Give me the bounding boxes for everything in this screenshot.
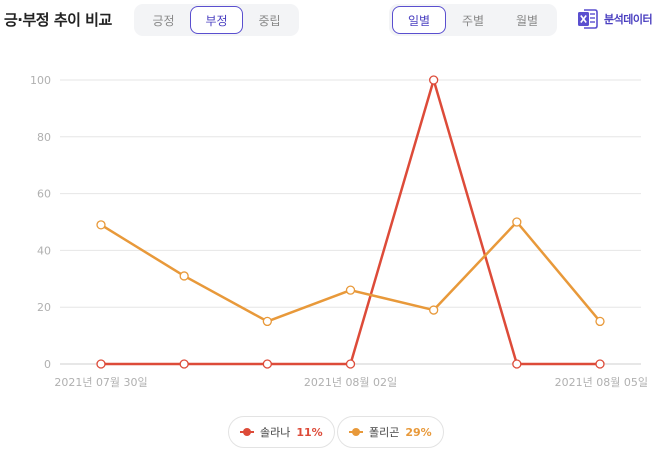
legend-label: 솔라나 <box>260 426 291 439</box>
tab-weekly[interactable]: 주별 <box>461 13 485 28</box>
data-point <box>179 271 189 281</box>
data-point <box>96 220 106 230</box>
data-point <box>345 359 356 369</box>
tab-daily[interactable]: 일별 <box>392 6 446 34</box>
y-tick-label: 20 <box>37 301 51 314</box>
analysis-data-button[interactable]: 분석데이터 <box>577 8 653 30</box>
analysis-data-label: 분석데이터 <box>604 13 653 26</box>
data-point <box>512 359 522 369</box>
data-point <box>345 285 356 295</box>
y-tick-label: 0 <box>44 358 51 371</box>
x-tick-label: 2021년 08월 02일 <box>304 375 397 389</box>
data-point <box>595 316 605 327</box>
legend-item-solana[interactable]: 솔라나 11% <box>228 416 335 448</box>
y-tick-label: 100 <box>30 74 51 87</box>
legend-percent: 11% <box>296 425 323 439</box>
excel-icon <box>578 9 598 29</box>
x-tick-label: 2021년 08월 05일 <box>555 375 648 389</box>
trend-line-chart: 0 20 40 60 80 100 2021년 07월 30일 2021년 08월 02일 20… <box>30 74 648 389</box>
data-point <box>179 359 189 369</box>
legend-percent: 29% <box>405 425 432 439</box>
tab-negative[interactable]: 부정 <box>190 6 243 34</box>
page-title: 긍·부정 추이 비교 <box>4 11 112 29</box>
y-tick-label: 40 <box>37 244 51 257</box>
legend-marker <box>240 428 254 436</box>
period-toggle: 일별 주별 월별 <box>389 4 557 36</box>
legend-item-polygon[interactable]: 폴리곤 29% <box>337 416 444 448</box>
data-point <box>512 217 522 227</box>
tab-positive[interactable]: 긍정 <box>152 13 175 28</box>
tab-neutral[interactable]: 중립 <box>258 13 281 28</box>
legend-label: 폴리곤 <box>369 426 400 439</box>
x-tick-label: 2021년 07월 30일 <box>54 375 147 389</box>
series-line <box>101 78 600 366</box>
sentiment-toggle: 긍정 부정 중립 <box>134 4 299 36</box>
data-point <box>429 305 439 315</box>
y-tick-label: 80 <box>37 131 51 144</box>
data-point <box>595 359 605 369</box>
data-point <box>262 359 272 369</box>
series-line <box>100 220 601 323</box>
data-point <box>262 316 272 327</box>
legend-marker <box>349 428 363 436</box>
tab-monthly[interactable]: 월별 <box>515 13 539 28</box>
y-tick-label: 60 <box>37 188 51 201</box>
data-point <box>96 359 106 369</box>
data-point <box>429 75 439 85</box>
